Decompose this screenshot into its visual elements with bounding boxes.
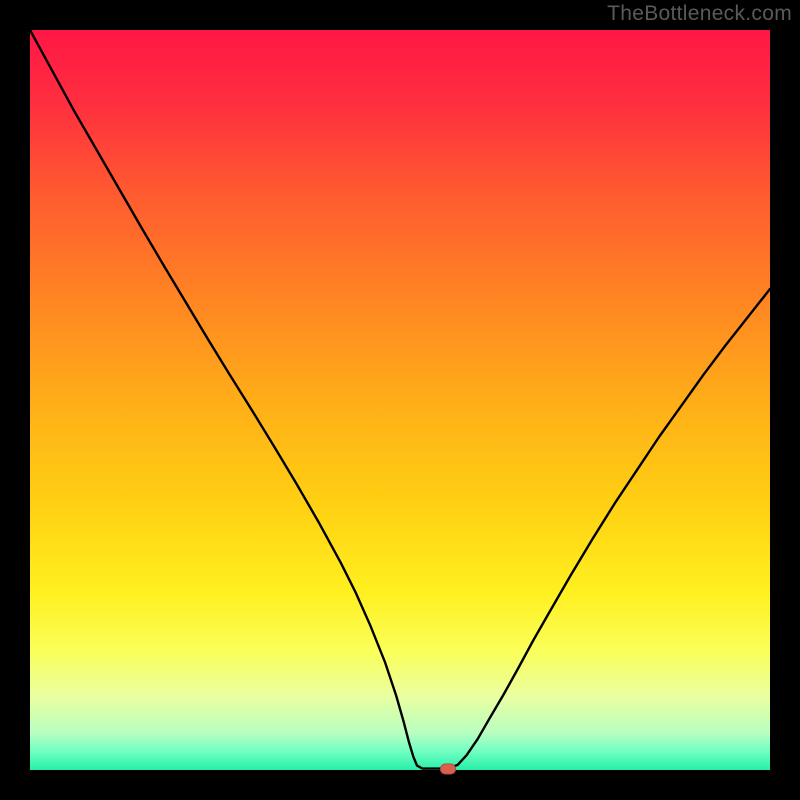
chart-frame: { "source_watermark": "TheBottleneck.com… <box>0 0 800 800</box>
watermark-source: TheBottleneck.com <box>607 2 792 26</box>
plot-background <box>30 30 770 770</box>
optimal-point-marker <box>440 763 456 774</box>
bottleneck-chart <box>30 30 770 770</box>
